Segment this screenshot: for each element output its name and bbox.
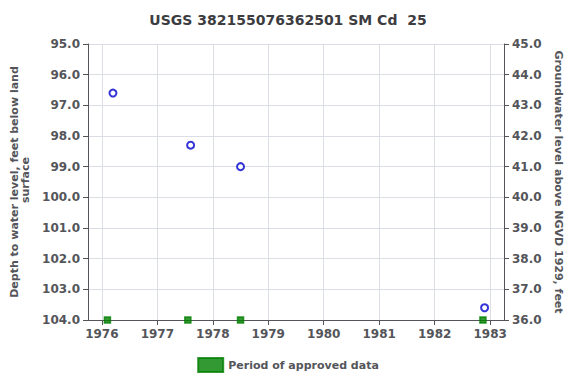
- svg-text:1978: 1978: [196, 327, 229, 341]
- svg-text:100.0: 100.0: [42, 190, 80, 204]
- svg-text:Groundwater level above NGVD 1: Groundwater level above NGVD 1929, feet: [552, 50, 565, 313]
- svg-text:1977: 1977: [141, 327, 174, 341]
- svg-text:39.0: 39.0: [512, 221, 542, 235]
- svg-text:42.0: 42.0: [512, 129, 542, 143]
- svg-text:44.0: 44.0: [512, 68, 542, 82]
- svg-text:98.0: 98.0: [50, 129, 80, 143]
- svg-text:43.0: 43.0: [512, 98, 542, 112]
- svg-text:Period of approved data: Period of approved data: [228, 359, 379, 372]
- svg-text:1983: 1983: [473, 327, 506, 341]
- svg-text:97.0: 97.0: [50, 98, 80, 112]
- svg-text:38.0: 38.0: [512, 252, 542, 266]
- svg-text:96.0: 96.0: [50, 68, 80, 82]
- svg-text:95.0: 95.0: [50, 37, 80, 51]
- svg-text:103.0: 103.0: [42, 282, 80, 296]
- svg-text:1981: 1981: [362, 327, 395, 341]
- svg-text:1982: 1982: [418, 327, 451, 341]
- svg-text:USGS 382155076362501 SM Cd 25: USGS 382155076362501 SM Cd 25: [149, 12, 426, 28]
- svg-text:102.0: 102.0: [42, 252, 80, 266]
- svg-text:1980: 1980: [307, 327, 340, 341]
- svg-text:36.0: 36.0: [512, 313, 542, 327]
- svg-text:37.0: 37.0: [512, 282, 542, 296]
- svg-text:104.0: 104.0: [42, 313, 80, 327]
- svg-text:101.0: 101.0: [42, 221, 80, 235]
- svg-text:Depth to water level, feet bel: Depth to water level, feet below land: [8, 66, 22, 298]
- svg-text:1976: 1976: [85, 327, 118, 341]
- svg-text:41.0: 41.0: [512, 160, 542, 174]
- svg-text:40.0: 40.0: [512, 190, 542, 204]
- svg-text:surface: surface: [19, 157, 32, 207]
- svg-text:99.0: 99.0: [50, 160, 80, 174]
- svg-text:45.0: 45.0: [512, 37, 542, 51]
- svg-text:1979: 1979: [252, 327, 285, 341]
